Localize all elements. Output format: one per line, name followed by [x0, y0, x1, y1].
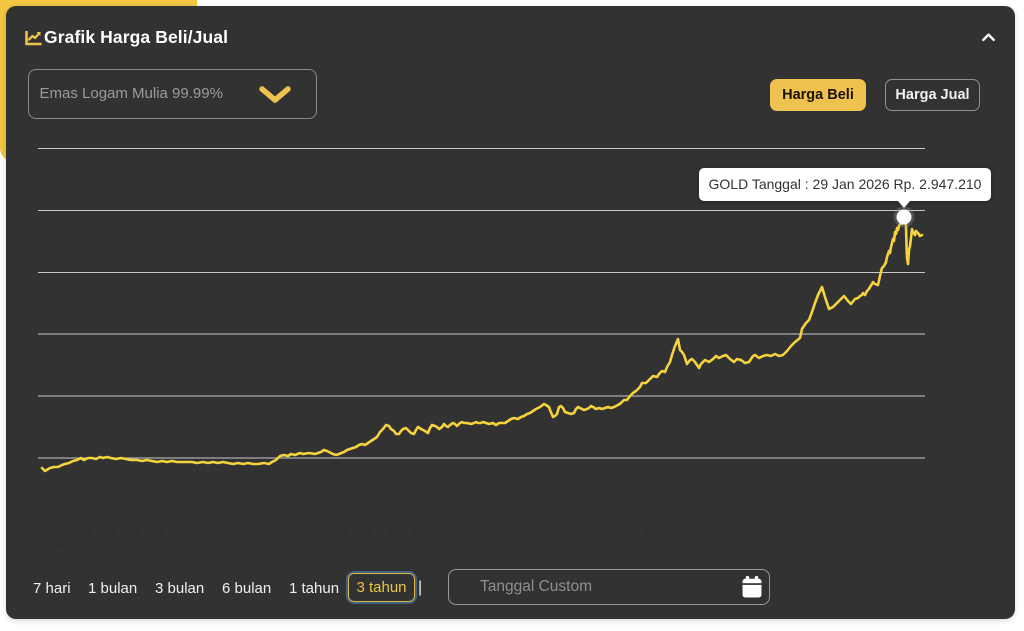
svg-text:1 Jan: 1 Jan	[333, 524, 352, 547]
svg-text:17 Jul: 17 Jul	[193, 524, 213, 549]
svg-text:12 Aug: 12 Aug	[517, 524, 538, 552]
svg-text:17 Jun: 17 Jun	[471, 524, 492, 551]
svg-text:19 May: 19 May	[748, 524, 770, 554]
svg-text:27 Feb: 27 Feb	[76, 524, 97, 552]
svg-text:2 Dec: 2 Dec	[612, 524, 632, 549]
svg-text:25 Mar: 25 Mar	[401, 524, 422, 552]
svg-text:22 May: 22 May	[145, 524, 167, 554]
svg-text:4 Dec: 4 Dec	[310, 524, 330, 549]
svg-text:30 Dec: 30 Dec	[632, 524, 654, 553]
svg-text:24 Mar: 24 Mar	[703, 524, 724, 552]
svg-text:21 Apr: 21 Apr	[726, 524, 746, 551]
svg-text:24 Feb: 24 Feb	[679, 524, 700, 552]
svg-text:19 Jun: 19 Jun	[169, 524, 190, 551]
svg-text:6 Oct: 6 Oct	[867, 524, 886, 547]
svg-text:9 Oct: 9 Oct	[264, 524, 283, 547]
svg-text:15 Jul: 15 Jul	[495, 524, 515, 549]
svg-text:30 Jan: 30 Jan	[53, 524, 74, 551]
svg-text:7 Oct: 7 Oct	[565, 524, 584, 547]
svg-text:20 May: 20 May	[446, 524, 468, 554]
svg-text:11 Sep: 11 Sep	[239, 524, 260, 552]
svg-text:9 Sep: 9 Sep	[542, 524, 561, 549]
svg-text:8 Sep: 8 Sep	[844, 524, 863, 549]
svg-text:27 Jan: 27 Jan	[656, 524, 677, 551]
svg-text:14 Jul: 14 Jul	[796, 524, 816, 549]
svg-text:4 Nov: 4 Nov	[589, 524, 609, 549]
svg-text:16 Jun: 16 Jun	[772, 524, 793, 551]
svg-text:14 Aug: 14 Aug	[215, 524, 236, 552]
svg-text:29 Jan: 29 Jan	[355, 524, 376, 551]
svg-text:24 Apr: 24 Apr	[123, 524, 143, 551]
svg-text:22 Apr: 22 Apr	[424, 524, 444, 551]
svg-text:27 Mar: 27 Mar	[99, 524, 120, 552]
svg-text:26 Feb: 26 Feb	[378, 524, 399, 552]
svg-text:6 Nov: 6 Nov	[287, 524, 307, 549]
svg-text:11 Aug: 11 Aug	[819, 524, 840, 552]
